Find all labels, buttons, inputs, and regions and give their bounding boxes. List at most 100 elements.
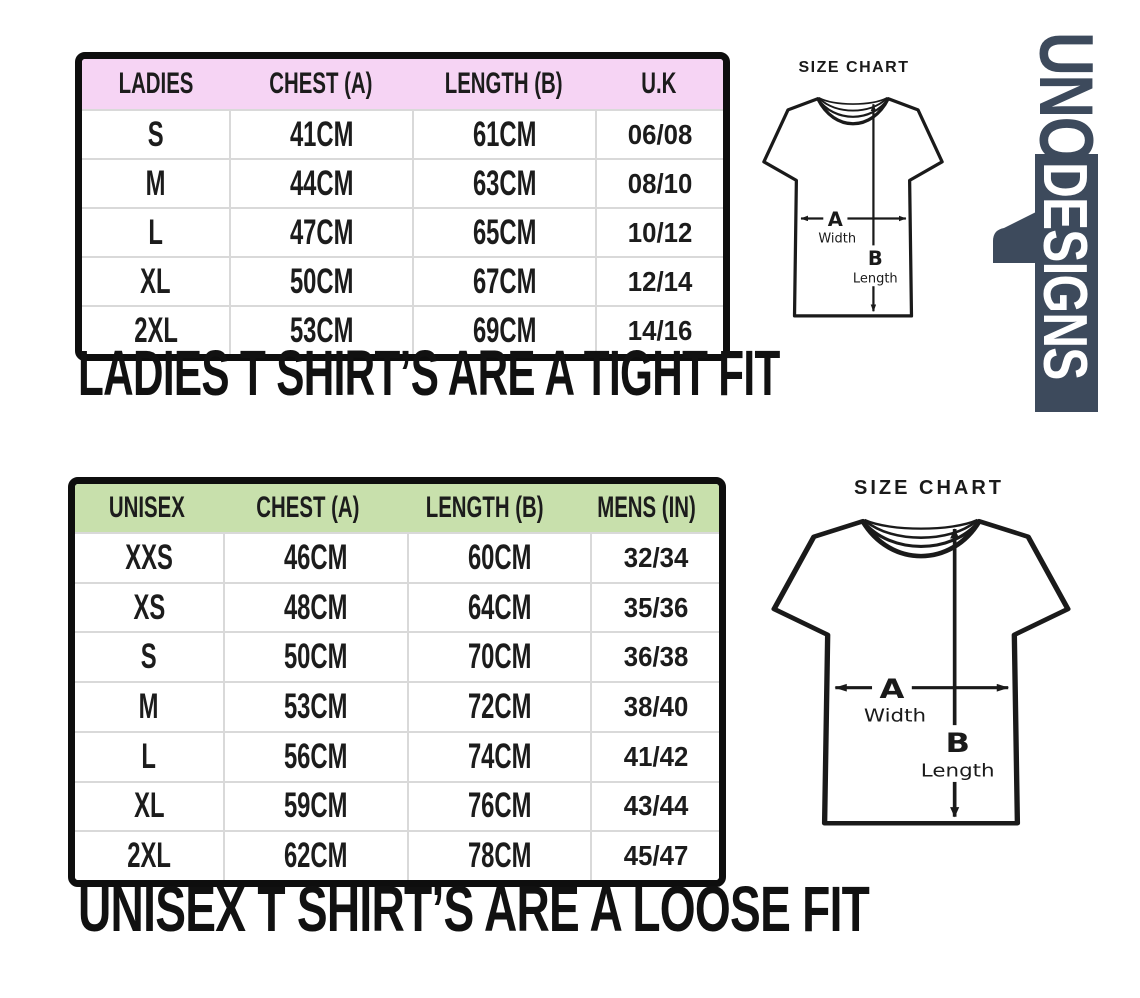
mens-cell: 41/42: [590, 732, 719, 781]
chest-cell: 50CM: [229, 258, 412, 305]
tshirt-diagram-small: A Width B Length: [762, 97, 944, 318]
mens-cell: 38/40: [590, 683, 719, 731]
size-cell: XXS: [75, 534, 223, 582]
cell-text: 08/10: [627, 167, 693, 199]
collar-rib-icon: [861, 520, 981, 548]
cell-text: 47CM: [290, 212, 354, 252]
length-cell: 60CM: [406, 534, 591, 582]
chest-cell: 48CM: [223, 583, 407, 632]
cell-text: 43/44: [623, 790, 688, 822]
cell-text: 70CM: [467, 637, 532, 677]
logo-numeral-flag: [993, 212, 1036, 263]
uk-cell: 14/16: [594, 307, 723, 354]
mens-cell: 32/34: [590, 534, 719, 582]
size-chart-title: SIZE CHART: [854, 477, 1004, 499]
table-row: S 41CM 61CM 06/08: [82, 109, 723, 158]
cell-text: 50CM: [290, 261, 354, 301]
chest-cell: 41CM: [229, 111, 412, 158]
ladies-size-table: LADIES CHEST (A) LENGTH (B) U.K S 41CM 6…: [75, 52, 730, 361]
unisex-fit-caption: UNISEX T SHIRT’S ARE A LOOSE FIT: [78, 877, 1140, 941]
chest-cell: 59CM: [223, 782, 407, 831]
label-backdrop: [823, 203, 848, 230]
header-text: CHEST (A): [269, 67, 373, 100]
cell-text: 53CM: [290, 310, 354, 350]
cell-text: 65CM: [472, 212, 537, 252]
cell-text: 60CM: [467, 537, 532, 577]
length-cell: 67CM: [412, 258, 595, 305]
unodesigns-logo: UNO DESIGNS: [993, 32, 1108, 412]
length-cell: 72CM: [406, 683, 591, 731]
chest-cell: 53CM: [229, 307, 412, 354]
cell-text: 78CM: [467, 836, 532, 876]
logo-designs-text: DESIGNS: [1031, 162, 1101, 380]
size-cell: L: [75, 733, 223, 781]
uk-cell: 12/14: [594, 258, 723, 305]
header-text: MENS (IN): [597, 491, 696, 524]
length-label: Length: [853, 272, 898, 287]
length-cell: 64CM: [406, 583, 591, 632]
cell-text: 12/14: [627, 265, 693, 297]
length-letter: B: [868, 247, 883, 270]
width-letter: A: [828, 208, 843, 231]
chest-cell: 62CM: [223, 832, 407, 880]
label-backdrop: [853, 245, 898, 287]
logo-block: [1035, 154, 1098, 412]
label-backdrop: [921, 725, 995, 782]
header-text: LENGTH (B): [444, 67, 563, 100]
header-text: LADIES: [118, 67, 194, 100]
label-backdrop: [872, 667, 912, 704]
cell-text: 41/42: [623, 740, 688, 772]
cell-text: 56CM: [284, 736, 348, 776]
size-cell: XS: [75, 584, 223, 632]
cell-text: 41CM: [290, 114, 354, 154]
cell-text: 38/40: [623, 691, 688, 723]
header-cell-mens: MENS (IN): [574, 491, 719, 525]
caption-text: UNISEX T SHIRT’S ARE A LOOSE FIT: [78, 873, 870, 945]
ladies-table-header-row: LADIES CHEST (A) LENGTH (B) U.K: [82, 59, 723, 109]
size-cell: S: [82, 111, 229, 158]
chest-cell: 44CM: [229, 160, 412, 207]
cell-text: 53CM: [284, 687, 348, 727]
unisex-size-table: UNISEX CHEST (A) LENGTH (B) MENS (IN) XX…: [68, 477, 726, 887]
size-cell: M: [82, 160, 229, 207]
header-text: LENGTH (B): [426, 491, 545, 524]
cell-text: 72CM: [467, 687, 532, 727]
logo-uno-text: UNO: [1023, 32, 1108, 162]
cell-text: M: [139, 687, 159, 727]
cell-text: 64CM: [467, 587, 532, 627]
cell-text: 35/36: [623, 591, 688, 623]
length-cell: 76CM: [406, 782, 591, 831]
chest-cell: 46CM: [223, 534, 407, 582]
header-text: CHEST (A): [255, 491, 359, 524]
cell-text: 2XL: [127, 836, 171, 876]
collar-rib-icon: [818, 97, 888, 105]
width-letter: A: [879, 673, 904, 705]
table-row: M 44CM 63CM 08/10: [82, 158, 723, 207]
size-cell: XL: [75, 783, 223, 831]
length-cell: 70CM: [406, 633, 591, 682]
cell-text: 10/12: [627, 216, 693, 248]
cell-text: S: [147, 114, 164, 154]
table-row: 2XL 53CM 69CM 14/16: [82, 305, 723, 354]
cell-text: 14/16: [627, 314, 693, 346]
cell-text: XL: [140, 261, 171, 301]
header-cell-ladies: LADIES: [82, 67, 229, 101]
cell-text: 45/47: [623, 840, 688, 872]
width-label: Width: [864, 705, 926, 726]
unisex-table-header-row: UNISEX CHEST (A) LENGTH (B) MENS (IN): [75, 484, 719, 532]
length-cell: 74CM: [406, 732, 591, 781]
header-text: UNISEX: [108, 491, 185, 524]
size-cell: L: [82, 209, 229, 256]
ladies-fit-caption: LADIES T SHIRT’S ARE A TIGHT FIT: [78, 341, 1140, 405]
size-cell: S: [75, 633, 223, 681]
table-row: L 47CM 65CM 10/12: [82, 207, 723, 256]
width-label: Width: [818, 232, 856, 247]
header-cell-length: LENGTH (B): [396, 491, 574, 525]
cell-text: 69CM: [472, 310, 537, 350]
length-cell: 69CM: [412, 307, 595, 354]
cell-text: 06/08: [627, 118, 693, 150]
tshirt-diagram-large: A Width B Length: [771, 518, 1071, 826]
size-cell: XL: [82, 258, 229, 305]
cell-text: 32/34: [623, 541, 688, 573]
